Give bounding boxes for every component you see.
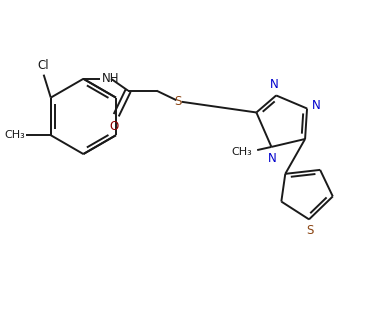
Text: S: S — [306, 224, 314, 237]
Text: O: O — [110, 120, 119, 133]
Text: N: N — [269, 78, 278, 92]
Text: N: N — [312, 99, 320, 112]
Text: CH₃: CH₃ — [4, 130, 25, 140]
Text: N: N — [268, 152, 277, 165]
Text: NH: NH — [102, 72, 120, 85]
Text: Cl: Cl — [38, 59, 50, 72]
Text: S: S — [175, 95, 182, 108]
Text: CH₃: CH₃ — [232, 147, 253, 157]
